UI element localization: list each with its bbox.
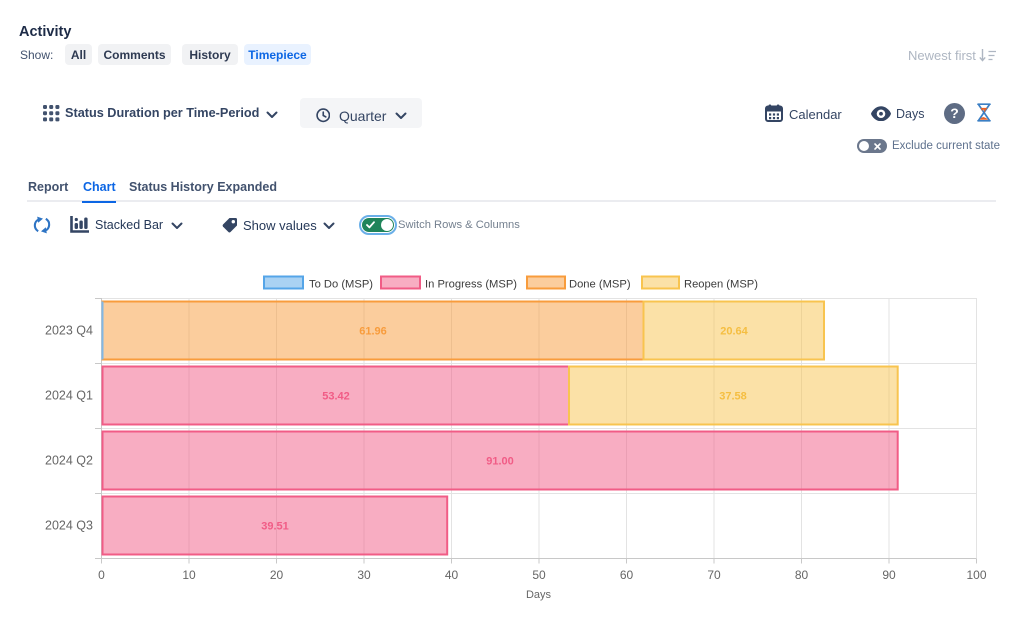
svg-text:70: 70 [707, 568, 721, 582]
svg-text:Reopen (MSP): Reopen (MSP) [684, 279, 758, 291]
svg-text:20.64: 20.64 [720, 326, 748, 338]
svg-text:20: 20 [270, 568, 284, 582]
svg-text:2024 Q2: 2024 Q2 [45, 454, 93, 468]
svg-text:2023 Q4: 2023 Q4 [45, 324, 93, 338]
svg-text:39.51: 39.51 [261, 521, 289, 533]
svg-text:10: 10 [182, 568, 196, 582]
svg-text:91.00: 91.00 [486, 456, 514, 468]
svg-text:2024 Q3: 2024 Q3 [45, 519, 93, 533]
svg-text:To Do (MSP): To Do (MSP) [309, 279, 373, 291]
svg-text:In Progress (MSP): In Progress (MSP) [425, 279, 517, 291]
svg-text:0: 0 [98, 568, 105, 582]
svg-text:60: 60 [620, 568, 634, 582]
svg-text:61.96: 61.96 [359, 326, 387, 338]
svg-text:Done (MSP): Done (MSP) [569, 279, 631, 291]
svg-text:2024 Q1: 2024 Q1 [45, 389, 93, 403]
svg-text:100: 100 [966, 568, 986, 582]
svg-text:90: 90 [882, 568, 896, 582]
svg-text:80: 80 [795, 568, 809, 582]
svg-text:Days: Days [526, 589, 552, 601]
svg-text:30: 30 [357, 568, 371, 582]
svg-text:50: 50 [532, 568, 546, 582]
svg-text:37.58: 37.58 [719, 391, 747, 403]
svg-text:40: 40 [445, 568, 459, 582]
svg-text:53.42: 53.42 [322, 391, 350, 403]
